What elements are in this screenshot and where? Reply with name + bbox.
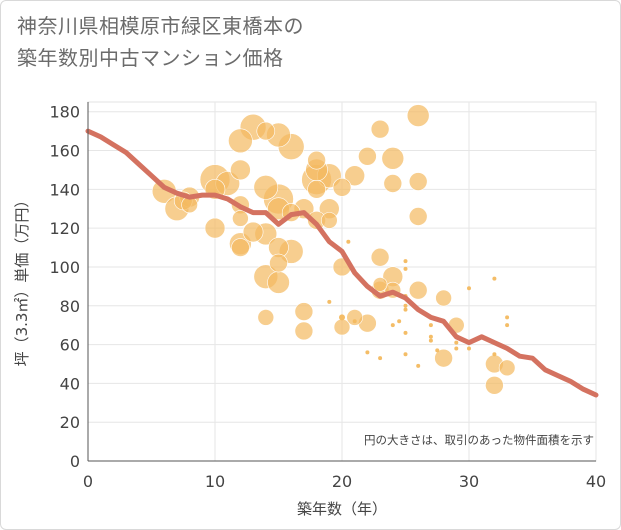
x-axis-title: 築年数（年） bbox=[297, 500, 387, 518]
data-bubble bbox=[365, 350, 370, 355]
y-tick-label: 180 bbox=[49, 103, 80, 122]
size-annotation: 円の大きさは、取引のあった物件面積を示す bbox=[364, 433, 594, 447]
data-bubble bbox=[256, 121, 276, 141]
x-tick-label: 10 bbox=[205, 472, 225, 491]
title-line-1: 神奈川県相模原市緑区東橋本の bbox=[17, 14, 304, 38]
data-bubble bbox=[454, 340, 459, 345]
data-bubble bbox=[307, 150, 326, 170]
y-tick-label: 0 bbox=[70, 452, 80, 471]
data-bubble bbox=[267, 271, 290, 294]
data-bubble bbox=[228, 128, 253, 154]
data-bubble bbox=[403, 330, 408, 335]
title-line-2: 築年数別中古マンション価格 bbox=[17, 46, 284, 70]
data-bubble bbox=[485, 376, 504, 395]
data-bubble bbox=[406, 104, 430, 127]
y-tick-label: 80 bbox=[60, 297, 80, 316]
data-bubble bbox=[492, 352, 497, 357]
data-bubble bbox=[403, 352, 408, 357]
data-bubble bbox=[498, 359, 516, 377]
data-bubble bbox=[294, 302, 314, 321]
data-bubble bbox=[403, 266, 408, 271]
data-bubble bbox=[257, 309, 275, 326]
data-bubble bbox=[346, 309, 364, 326]
data-bubble bbox=[408, 280, 428, 300]
trend-layer bbox=[85, 128, 599, 398]
data-bubble bbox=[370, 119, 390, 139]
data-bubble bbox=[339, 314, 345, 321]
data-bubble bbox=[435, 348, 440, 353]
data-bubble bbox=[230, 159, 251, 181]
chart-title: 神奈川県相模原市緑区東橋本の 築年数別中古マンション価格 bbox=[17, 10, 304, 74]
y-axis-title: 坪（3.3㎡）単価（万円） bbox=[13, 193, 31, 367]
data-bubble bbox=[332, 178, 352, 197]
data-bubble bbox=[505, 315, 510, 320]
data-bubble bbox=[435, 289, 452, 307]
data-bubble bbox=[383, 174, 403, 193]
y-tick-label: 120 bbox=[49, 219, 80, 238]
data-bubble bbox=[408, 207, 428, 226]
axes: 0 20 40 60 80 100 120 140 160 180 0 10 20 30 40 bbox=[49, 102, 606, 491]
data-bubble bbox=[307, 180, 326, 199]
grid bbox=[87, 101, 597, 462]
data-bubble bbox=[378, 356, 383, 361]
data-bubble bbox=[370, 247, 390, 267]
data-bubble bbox=[434, 348, 453, 368]
data-bubble bbox=[381, 146, 405, 170]
y-tick-label: 100 bbox=[49, 258, 80, 277]
data-bubble bbox=[232, 210, 249, 227]
data-bubble bbox=[320, 212, 338, 229]
y-tick-label: 20 bbox=[60, 413, 80, 432]
x-tick-label: 0 bbox=[83, 472, 93, 491]
data-bubble bbox=[467, 286, 471, 291]
x-tick-label: 20 bbox=[332, 472, 352, 491]
data-bubble bbox=[403, 259, 408, 264]
trend-line bbox=[85, 128, 599, 398]
data-bubble bbox=[231, 238, 250, 257]
data-bubble bbox=[397, 319, 402, 324]
data-bubble bbox=[352, 319, 357, 324]
data-bubble bbox=[204, 217, 226, 239]
data-bubble bbox=[344, 165, 366, 187]
data-bubble bbox=[408, 172, 428, 191]
y-tick-label: 140 bbox=[49, 180, 80, 199]
data-bubble bbox=[403, 307, 408, 312]
x-tick-label: 30 bbox=[459, 472, 479, 491]
y-tick-label: 160 bbox=[49, 142, 80, 161]
data-bubble bbox=[294, 321, 314, 341]
x-tick-label: 40 bbox=[586, 472, 606, 491]
data-bubble bbox=[269, 253, 288, 273]
y-tick-label: 60 bbox=[60, 336, 80, 355]
y-tick-label: 40 bbox=[60, 374, 80, 393]
data-bubble bbox=[467, 346, 471, 351]
data-bubble bbox=[428, 334, 433, 339]
bubble-layer bbox=[151, 104, 516, 395]
data-bubble bbox=[454, 346, 459, 351]
data-bubble bbox=[428, 338, 433, 343]
data-bubble bbox=[492, 276, 497, 281]
data-bubble bbox=[372, 277, 388, 292]
data-bubble bbox=[346, 239, 351, 244]
data-bubble bbox=[390, 323, 395, 328]
data-bubble bbox=[242, 221, 264, 243]
data-bubble bbox=[428, 323, 433, 328]
data-bubble bbox=[403, 303, 408, 308]
data-bubble bbox=[253, 175, 279, 200]
data-bubble bbox=[416, 363, 421, 368]
data-bubble bbox=[327, 299, 332, 304]
data-bubble bbox=[358, 147, 377, 166]
data-bubble bbox=[505, 323, 510, 328]
